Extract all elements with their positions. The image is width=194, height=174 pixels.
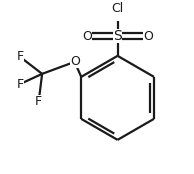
Text: Cl: Cl xyxy=(111,2,124,15)
Text: O: O xyxy=(70,55,80,68)
Text: F: F xyxy=(16,78,23,91)
Text: F: F xyxy=(35,95,42,108)
Text: F: F xyxy=(16,50,23,63)
Text: O: O xyxy=(82,30,92,43)
Text: S: S xyxy=(113,29,122,43)
Text: O: O xyxy=(144,30,153,43)
